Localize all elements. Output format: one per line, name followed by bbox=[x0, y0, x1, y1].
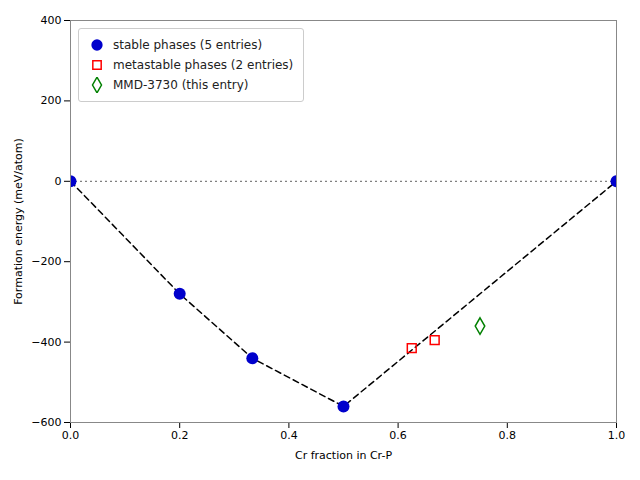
html-text:stable phases (5 entries): stable phases (5 entries) bbox=[113, 38, 263, 52]
html-text:MMD-3730 (this entry): MMD-3730 (this entry) bbox=[113, 78, 249, 92]
svg-text:400: 400 bbox=[41, 14, 62, 27]
svg-text:−400: −400 bbox=[31, 336, 61, 349]
html-text:metastable phases (2 entries): metastable phases (2 entries) bbox=[113, 58, 294, 72]
svg-text:0.6: 0.6 bbox=[389, 429, 407, 442]
svg-text:0: 0 bbox=[55, 175, 62, 188]
svg-text:0.2: 0.2 bbox=[171, 429, 189, 442]
svg-text:−200: −200 bbox=[31, 255, 61, 268]
svg-text:0.4: 0.4 bbox=[280, 429, 298, 442]
svg-text:−600: −600 bbox=[31, 416, 61, 429]
svg-text:1.0: 1.0 bbox=[608, 429, 626, 442]
svg-text:0.0: 0.0 bbox=[62, 429, 80, 442]
svg-text:Cr fraction in Cr-P: Cr fraction in Cr-P bbox=[295, 449, 392, 462]
svg-text:Formation energy (meV/atom): Formation energy (meV/atom) bbox=[12, 138, 25, 305]
svg-text:0.8: 0.8 bbox=[499, 429, 517, 442]
svg-text:200: 200 bbox=[41, 94, 62, 107]
